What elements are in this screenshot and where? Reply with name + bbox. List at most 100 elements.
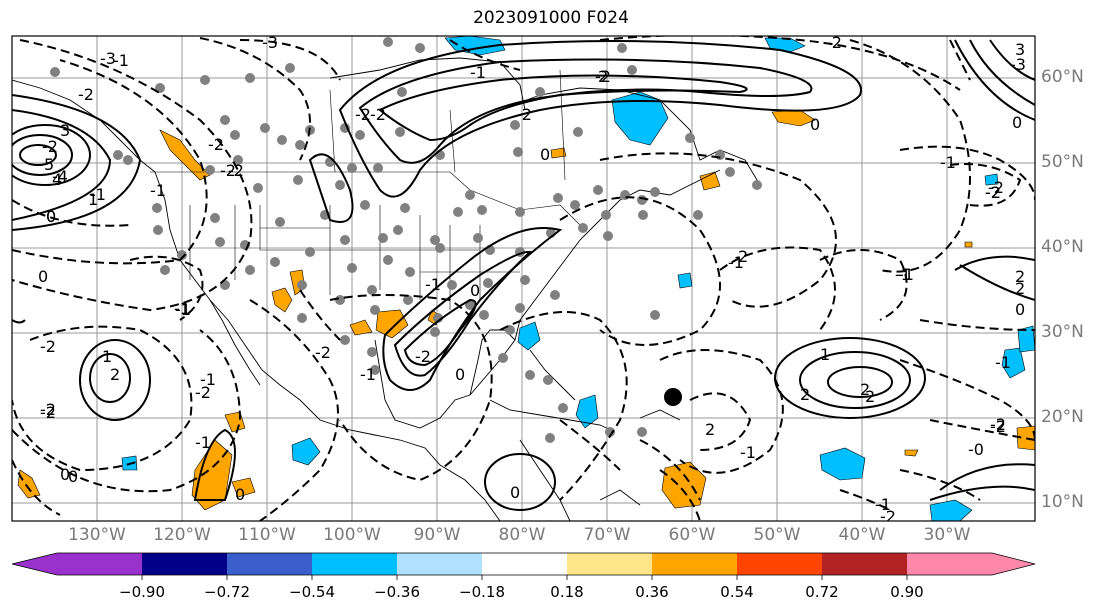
contour-label: -2: [370, 105, 386, 124]
colorbar-tick-label: 0.90: [890, 583, 924, 601]
lon-label: 80°W: [498, 525, 546, 545]
contour-label: 2: [705, 420, 715, 439]
contour-label: 0: [1015, 300, 1025, 319]
lon-label: 120°W: [153, 525, 211, 545]
contour-label: -2: [826, 33, 842, 52]
contour-label: -2: [315, 343, 331, 362]
contour-label: -1: [740, 443, 756, 462]
contour-label: -2: [40, 337, 56, 356]
lon-label: 110°W: [238, 525, 296, 545]
colorbar-bin: [227, 553, 312, 575]
lon-label: 130°W: [68, 525, 126, 545]
colorbar-tick-label: 0.18: [550, 583, 584, 601]
lat-label: 50°N: [1041, 152, 1084, 172]
contour-label: -2: [355, 105, 371, 124]
colorbar-bin: [397, 553, 482, 575]
contour-label: -1: [425, 275, 441, 294]
contour-label: -2: [228, 161, 244, 180]
contour-label: -0: [968, 440, 984, 459]
lon-label: 60°W: [668, 525, 716, 545]
contour-label: 0: [46, 207, 56, 226]
contour-label: -1: [174, 299, 190, 318]
lon-label: 50°W: [753, 525, 801, 545]
contour-label: -2: [990, 415, 1006, 434]
contour-label: -2: [985, 183, 1001, 202]
colorbar-extend-low: [12, 553, 57, 575]
contour-label: -2: [880, 507, 896, 526]
contour-label: -1: [195, 433, 211, 452]
negative-anomaly-shading: [121, 36, 1035, 521]
lat-label: 40°N: [1041, 237, 1084, 257]
contour-label: 3: [60, 121, 70, 140]
contour-label: -2: [990, 417, 1006, 436]
contour-label: -2: [78, 85, 94, 104]
contour-label: 2: [598, 67, 608, 86]
contour-label: 2: [738, 247, 748, 266]
contour-label: 3: [1015, 40, 1025, 59]
colorbar-bin: [142, 553, 227, 575]
colorbar-tick-label: −0.90: [119, 583, 165, 601]
contour-label: -2: [40, 403, 56, 422]
colorbar: [11, 552, 1036, 580]
contour-label: -2: [40, 400, 56, 419]
lat-label: 60°N: [1041, 67, 1084, 87]
contour-label: 2: [1015, 279, 1025, 298]
tropical-cyclone-center-marker: [664, 388, 682, 406]
contour-label: -1: [728, 253, 744, 272]
contour-label: -1: [875, 495, 891, 514]
lat-label: 30°N: [1041, 322, 1084, 342]
contour-label: 0: [235, 485, 245, 504]
contour-label: 0: [810, 115, 820, 134]
lon-label: 30°W: [923, 525, 971, 545]
contour-label: 0: [38, 267, 48, 286]
contour-label: 0: [455, 365, 465, 384]
contour-label: 0: [68, 467, 78, 486]
negative-contours: [12, 36, 1035, 521]
contour-label: -3: [1010, 55, 1026, 74]
contour-label: -1: [90, 185, 106, 204]
contour-label: 2: [865, 387, 875, 406]
colorbar-tick-label: 0.72: [805, 583, 839, 601]
lon-label: 70°W: [583, 525, 631, 545]
contour-label-layer: -3 -1 -2 -2 -2 3 -4 -2 -1 0 -1 -2 0 -2 -…: [38, 33, 1026, 526]
contour-label: -3: [100, 49, 116, 68]
contour-label: -1: [113, 51, 129, 70]
contour-label: -3: [262, 33, 278, 52]
contour-label: -1: [175, 300, 191, 319]
colorbar-tick-label: 0.36: [635, 583, 669, 601]
colorbar-bin: [652, 553, 737, 575]
lon-label: 90°W: [413, 525, 461, 545]
contour-label: 1: [102, 347, 112, 366]
contour-label: 0: [470, 281, 480, 300]
contour-label: -1: [150, 181, 166, 200]
positive-contours: [12, 39, 1035, 511]
colorbar-tick-label: −0.72: [204, 583, 250, 601]
contour-label: 4: [52, 170, 62, 189]
contour-label: -1: [898, 265, 914, 284]
colorbar-tick-label: 0.54: [720, 583, 754, 601]
colorbar-bin: [567, 553, 652, 575]
contour-label: 0: [1012, 113, 1022, 132]
observation-stations: [50, 37, 762, 443]
colorbar-bin: [482, 553, 567, 575]
contour-label: -4: [52, 167, 68, 186]
contour-label: -2: [415, 347, 431, 366]
contour-label: -2: [208, 135, 224, 154]
contour-label: 5: [44, 155, 54, 174]
contour-label: 0: [60, 465, 70, 484]
colorbar-bin: [907, 553, 992, 575]
lon-label: 40°W: [838, 525, 886, 545]
contour-label: -2: [42, 137, 58, 156]
colorbar-tick-label: −0.54: [289, 583, 335, 601]
contour-label: 2: [800, 385, 810, 404]
contour-label: 0: [46, 207, 56, 226]
contour-label: -1: [940, 153, 956, 172]
contour-label: -1: [470, 63, 486, 82]
contour-label: 0: [540, 145, 550, 164]
colorbar-bin: [737, 553, 822, 575]
contour-label: -1: [895, 265, 911, 284]
contour-label: -1: [360, 365, 376, 384]
contour-label: -1: [995, 353, 1011, 372]
map-frame: [11, 35, 1036, 522]
